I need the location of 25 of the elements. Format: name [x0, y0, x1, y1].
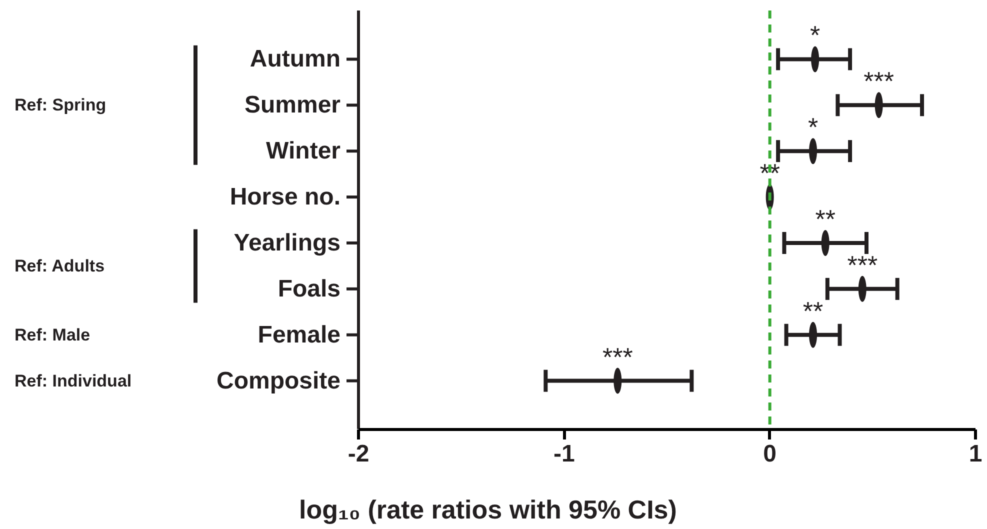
x-tick-label: -1: [553, 440, 575, 468]
x-tick-label: -2: [348, 440, 370, 468]
annotation: **: [815, 204, 836, 234]
text: Ref: Male: [14, 325, 90, 344]
y-tick-label: Foals: [278, 275, 341, 302]
text: Ref: Adults: [14, 256, 105, 276]
annotation: **: [802, 296, 824, 326]
text: Ref: Individual: [14, 371, 132, 390]
x-tick-label: 0: [763, 440, 777, 468]
annotation: ***: [602, 342, 633, 372]
annotation: ***: [864, 66, 894, 96]
y-tick-label: Female: [258, 321, 341, 348]
annotation: *: [810, 20, 820, 50]
y-tick-label: Horse no.: [230, 184, 341, 211]
x-axis-title: log₁₀ (rate ratios with 95% CIs): [299, 494, 677, 524]
annotation: **: [760, 158, 780, 188]
annotation: *: [808, 112, 818, 142]
annotation: ***: [847, 250, 878, 280]
x-tick-label: 1: [968, 440, 982, 468]
y-tick-label: Autumn: [250, 46, 341, 73]
text: Ref: Spring: [14, 96, 106, 115]
y-tick-label: Winter: [266, 138, 341, 165]
y-tick-label: Yearlings: [234, 229, 341, 256]
y-tick-label: Composite: [216, 367, 341, 394]
y-tick-label: Summer: [244, 92, 341, 119]
